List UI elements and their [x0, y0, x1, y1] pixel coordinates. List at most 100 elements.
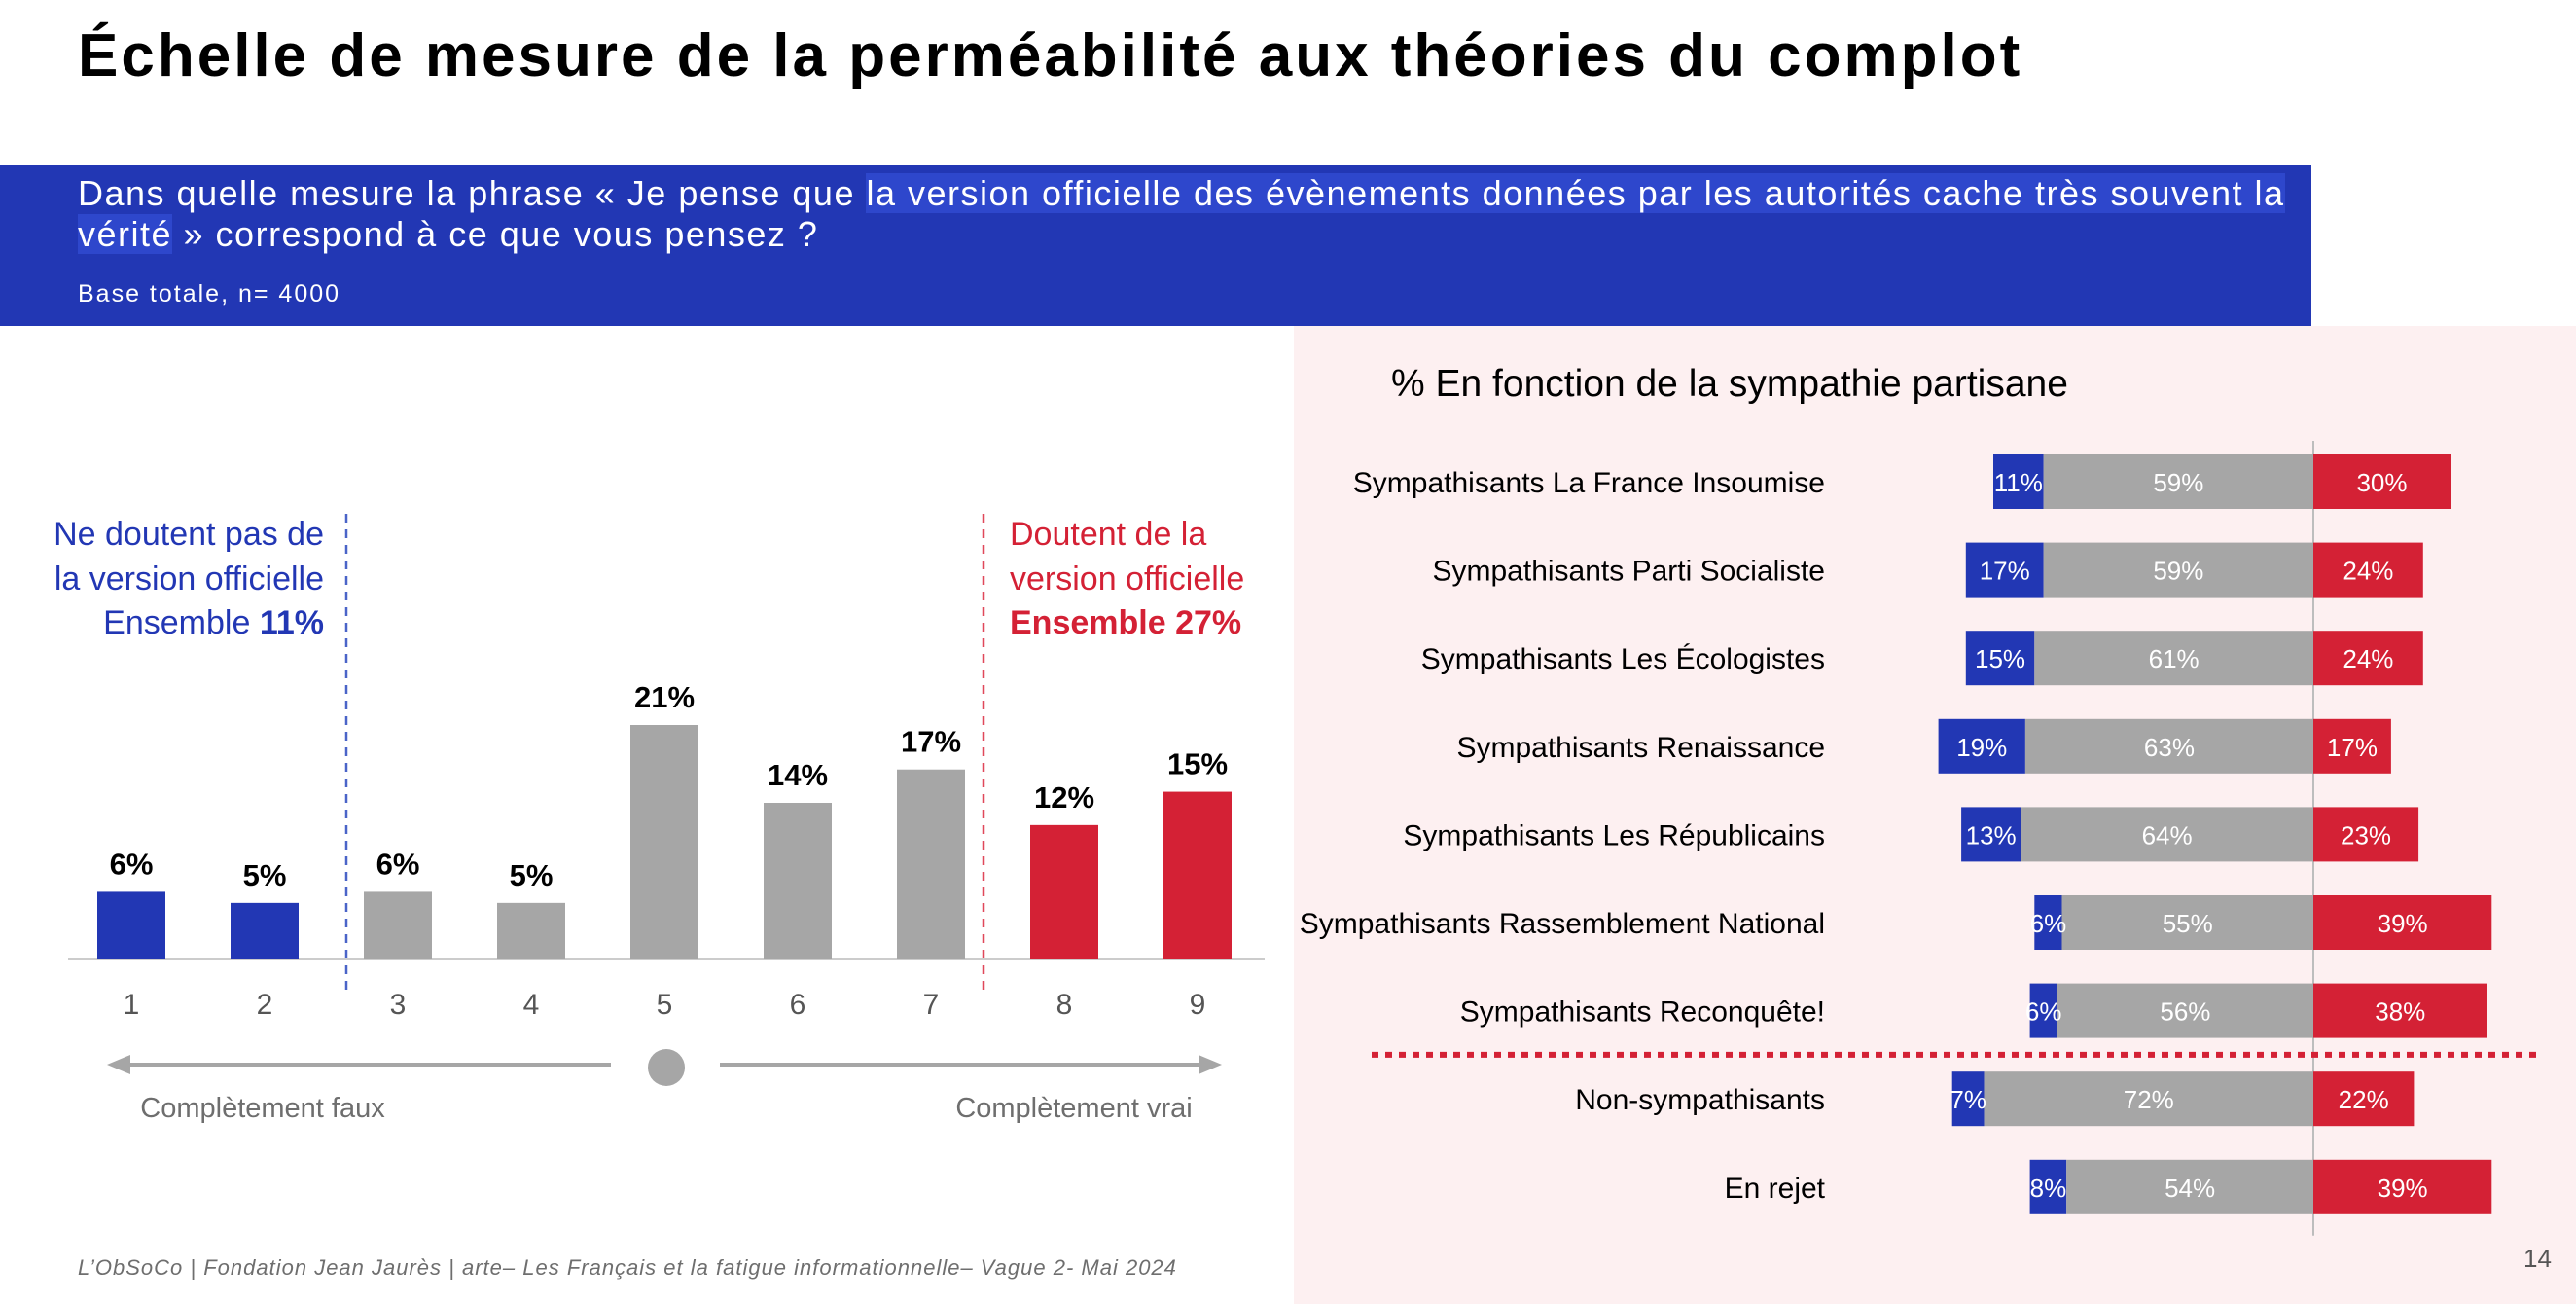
bar-2 — [231, 902, 299, 959]
bar-4 — [497, 902, 565, 959]
page-number: 14 — [2523, 1244, 2552, 1273]
partisan-row-label: Sympathisants La France Insoumise — [1353, 467, 1825, 499]
grey-segment-label: 55% — [2163, 909, 2213, 938]
scale-left-label: Complètement faux — [140, 1093, 385, 1124]
bar-segment-grey — [2066, 1159, 2313, 1214]
grey-segment-label: 61% — [2149, 644, 2200, 673]
x-tick-label: 3 — [390, 989, 407, 1021]
left-annotation-ensemble: Ensemble — [103, 604, 260, 641]
partisan-row-label: En rejet — [1725, 1173, 1826, 1205]
scale-center-dot-icon — [648, 1049, 685, 1086]
bar-segment-blue — [1961, 807, 2021, 862]
red-segment-label: 22% — [2339, 1085, 2389, 1114]
bar-segment-red — [2313, 1071, 2415, 1127]
bar-segment-blue — [1951, 1071, 1985, 1127]
red-segment-label: 24% — [2343, 557, 2393, 586]
scale-left-arrowhead-icon — [107, 1055, 130, 1074]
right-annotation-line3: Ensemble 27% — [1010, 604, 1241, 641]
bar-5 — [630, 725, 698, 959]
bar-segment-grey — [2043, 454, 2313, 509]
bar-value-label: 15% — [1167, 747, 1228, 781]
left-annotation-line3: Ensemble 11% — [103, 604, 324, 641]
x-tick-label: 6 — [790, 989, 806, 1021]
bar-segment-blue — [2029, 1159, 2067, 1214]
bar-value-label: 5% — [510, 858, 554, 892]
blue-segment-label: 15% — [1975, 644, 2025, 673]
bar-1 — [97, 891, 165, 959]
bar-6 — [764, 803, 832, 959]
question-text: Dans quelle mesure la phrase « Je pense … — [78, 173, 2286, 255]
bar-segment-grey — [2061, 895, 2313, 950]
partisan-row-label: Non-sympathisants — [1575, 1084, 1825, 1116]
red-segment-label: 39% — [2378, 1174, 2428, 1203]
grey-segment-label: 72% — [2124, 1085, 2174, 1114]
left-annotation-line2: la version officielle — [54, 561, 324, 598]
x-tick-label: 2 — [257, 989, 273, 1021]
partisan-row-label: Sympathisants Rassemblement National — [1300, 908, 1825, 940]
bar-segment-blue — [2034, 895, 2062, 950]
bar-value-label: 21% — [634, 680, 695, 714]
x-tick-label: 4 — [523, 989, 540, 1021]
red-segment-label: 39% — [2378, 909, 2428, 938]
bar-segment-red — [2313, 807, 2419, 862]
bar-value-label: 6% — [110, 847, 154, 881]
bar-3 — [364, 891, 432, 959]
bar-value-label: 6% — [376, 847, 420, 881]
blue-segment-label: 17% — [1980, 557, 2030, 586]
partisan-row-label: Sympathisants Reconquête! — [1460, 996, 1825, 1029]
x-tick-label: 7 — [923, 989, 940, 1021]
x-tick-label: 8 — [1056, 989, 1073, 1021]
red-segment-label: 17% — [2327, 733, 2378, 762]
question-band: Dans quelle mesure la phrase « Je pense … — [0, 165, 2311, 326]
grey-segment-label: 64% — [2142, 820, 2193, 850]
bar-segment-blue — [1965, 542, 2044, 598]
grey-segment-label: 59% — [2153, 557, 2203, 586]
page-title: Échelle de mesure de la perméabilité aux… — [78, 22, 2023, 90]
bar-value-label: 17% — [901, 725, 961, 759]
x-tick-label: 5 — [657, 989, 673, 1021]
bar-segment-blue — [1938, 718, 2025, 774]
partisan-row-label: Sympathisants Renaissance — [1456, 732, 1825, 764]
bar-segment-red — [2313, 718, 2391, 774]
bar-segment-grey — [2057, 983, 2313, 1038]
blue-segment-label: 11% — [1994, 468, 2043, 497]
footer-source: L’ObSoCo | Fondation Jean Jaurès | arte–… — [78, 1255, 1177, 1280]
scale-right-arrowhead-icon — [1199, 1055, 1222, 1074]
x-tick-label: 1 — [124, 989, 140, 1021]
blue-segment-label: 13% — [1966, 820, 2017, 850]
x-tick-label: 9 — [1190, 989, 1206, 1021]
left-annotation-percent: 11% — [260, 604, 324, 641]
grey-segment-label: 59% — [2153, 468, 2203, 497]
bar-8 — [1030, 824, 1098, 959]
bar-segment-grey — [2034, 631, 2313, 686]
left-annotation-line1: Ne doutent pas de — [54, 516, 324, 553]
red-segment-label: 30% — [2356, 468, 2407, 497]
question-part1: Dans quelle mesure la phrase « Je pense … — [78, 173, 867, 213]
bar-segment-grey — [2021, 807, 2313, 862]
blue-segment-label: 8% — [2030, 1174, 2067, 1203]
bar-segment-red — [2313, 631, 2423, 686]
question-base: Base totale, n= 4000 — [78, 280, 341, 308]
partisan-row-label: Sympathisants Les Écologistes — [1421, 643, 1825, 675]
bar-segment-grey — [2043, 542, 2313, 598]
grey-segment-label: 63% — [2144, 733, 2195, 762]
bar-segment-blue — [2029, 983, 2057, 1038]
partisan-row-label: Sympathisants Parti Socialiste — [1432, 556, 1825, 588]
bar-value-label: 14% — [768, 758, 828, 792]
blue-segment-label: 19% — [1956, 733, 2007, 762]
bar-segment-red — [2313, 454, 2451, 509]
grey-segment-label: 54% — [2165, 1174, 2215, 1203]
blue-segment-label: 6% — [2030, 909, 2067, 938]
right-annotation-line1: Doutent de la — [1010, 516, 1206, 553]
red-segment-label: 38% — [2375, 997, 2425, 1027]
partisan-row-label: Sympathisants Les Républicains — [1403, 819, 1825, 851]
bar-segment-blue — [1993, 454, 2044, 509]
bar-value-label: 5% — [243, 858, 287, 892]
bar-segment-red — [2313, 983, 2487, 1038]
bar-7 — [897, 769, 965, 959]
partisan-chart-title: % En fonction de la sympathie partisane — [1391, 363, 2068, 405]
bar-9 — [1163, 791, 1232, 959]
bar-value-label: 12% — [1034, 780, 1094, 815]
red-segment-label: 23% — [2341, 820, 2391, 850]
bar-segment-red — [2313, 542, 2423, 598]
